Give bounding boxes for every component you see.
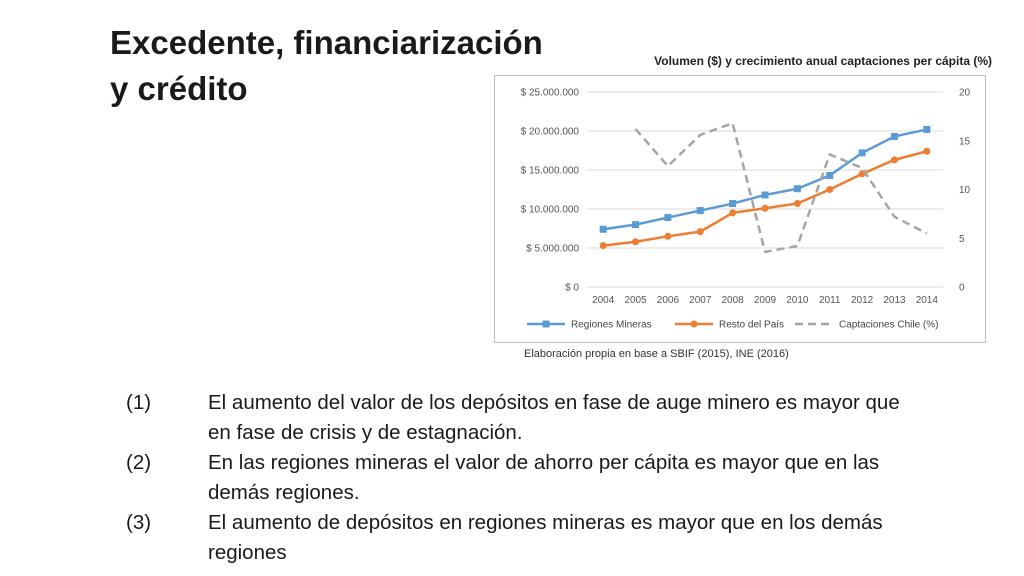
y-right-tick-label: 20 [959, 88, 971, 99]
list-item-text: El aumento de depósitos en regiones mine… [208, 511, 883, 564]
chart-caption: Volumen ($) y crecimiento anual captacio… [654, 54, 992, 68]
data-point-marker [696, 207, 704, 215]
x-tick-label: 2008 [722, 295, 745, 306]
line-chart: $ 0 $ 5.000.000 $ 10.000.000 $ 15.000.000 $ … [521, 88, 971, 331]
data-point-marker [923, 125, 931, 133]
legend-label: Resto del País [719, 320, 784, 331]
y-right-tick-label: 10 [959, 185, 971, 196]
list-item-number: (1) [126, 391, 152, 414]
legend-label: Captaciones Chile (%) [839, 320, 939, 331]
data-point-marker [826, 171, 834, 179]
slide-title: Excedente, financiarización y crédito [110, 24, 543, 107]
data-point-marker [923, 147, 931, 155]
data-point-marker [761, 191, 769, 199]
x-tick-label: 2014 [916, 295, 939, 306]
data-point-marker [729, 200, 737, 208]
x-tick-label: 2009 [754, 295, 777, 306]
y-left-tick-label: $ 15.000.000 [521, 166, 580, 177]
data-point-marker [729, 209, 737, 217]
legend-marker [542, 320, 550, 328]
x-tick-label: 2007 [689, 295, 712, 306]
y-left-tick-label: $ 25.000.000 [521, 88, 580, 99]
x-tick-label: 2013 [883, 295, 906, 306]
x-tick-label: 2005 [624, 295, 647, 306]
series-line [634, 121, 928, 254]
legend-marker [690, 320, 698, 328]
x-tick-label: 2004 [592, 295, 615, 306]
y-right-tick-label: 5 [959, 234, 965, 245]
series-line [603, 150, 928, 247]
data-point-marker [696, 228, 704, 236]
data-point-marker [890, 156, 898, 164]
y-left-tick-label: $ 5.000.000 [526, 244, 579, 255]
series-line [603, 128, 928, 231]
y-left-tick-label: $ 10.000.000 [521, 205, 580, 216]
chart-frame: $ 0 $ 5.000.000 $ 10.000.000 $ 15.000.000 $ … [494, 75, 986, 343]
data-point-marker [664, 232, 672, 240]
data-point-marker [632, 221, 640, 229]
x-tick-label: 2006 [657, 295, 680, 306]
data-point-marker [890, 132, 898, 140]
y-right-tick-label: 15 [959, 136, 971, 147]
list-item: (2) En las regiones mineras el valor de … [120, 448, 920, 508]
list-item-text: En las regiones mineras el valor de ahor… [208, 451, 880, 504]
list-item-number: (3) [126, 511, 152, 534]
legend-label: Regiones Mineras [571, 320, 652, 331]
data-point-marker [793, 185, 801, 193]
chart-source-note: Elaboración propia en base a SBIF (2015)… [524, 348, 789, 360]
list-item: (3) El aumento de depósitos en regiones … [120, 508, 920, 568]
data-point-marker [793, 200, 801, 208]
x-tick-label: 2011 [819, 295, 841, 306]
list-item-text: El aumento del valor de los depósitos en… [208, 391, 900, 444]
y-right-tick-label: 0 [959, 283, 965, 294]
y-left-tick-label: $ 0 [565, 283, 579, 294]
bullet-list: (1) El aumento del valor de los depósito… [120, 388, 920, 568]
data-point-marker [599, 225, 607, 233]
x-tick-label: 2012 [851, 295, 874, 306]
data-point-marker [858, 149, 866, 157]
list-item-number: (2) [126, 451, 152, 474]
list-item: (1) El aumento del valor de los depósito… [120, 388, 920, 448]
y-left-tick-label: $ 20.000.000 [521, 127, 580, 138]
x-tick-label: 2010 [786, 295, 809, 306]
data-point-marker [826, 186, 834, 193]
data-point-marker [664, 214, 672, 222]
data-point-marker [761, 204, 769, 212]
data-point-marker [599, 242, 607, 250]
data-point-marker [632, 238, 640, 246]
